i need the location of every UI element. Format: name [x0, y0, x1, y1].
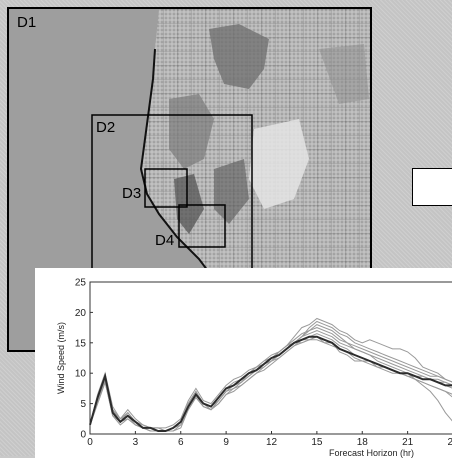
domain-d3-box — [144, 168, 188, 208]
x-tick-label: 0 — [87, 437, 93, 448]
high-plateau — [249, 119, 309, 209]
series-line-6 — [89, 330, 452, 432]
domain-label-d2: D2 — [96, 119, 116, 136]
series-line-2 — [89, 317, 452, 432]
mountain-range — [214, 159, 249, 224]
central-valley — [174, 174, 204, 234]
series-line-5 — [89, 333, 452, 432]
y-tick-label: 20 — [75, 308, 87, 319]
y-tick-label: 5 — [80, 399, 86, 410]
x-tick-label: 12 — [266, 437, 278, 448]
y-tick-label: 0 — [80, 430, 86, 441]
series-line-8 — [89, 320, 452, 432]
x-tick-label: 21 — [402, 437, 414, 448]
series-layer — [89, 317, 452, 432]
mountain-range — [169, 94, 214, 169]
series-line-4 — [89, 327, 452, 429]
y-tick-label: 10 — [75, 369, 87, 380]
wind-speed-plot: 0 3 6 9 12 15 18 21 24 0 5 10 15 20 25 Forecast Horizo… — [56, 278, 452, 458]
series-line-7 — [89, 336, 452, 432]
y-tick-label: 15 — [75, 338, 87, 349]
domain-label-d1: D1 — [17, 14, 37, 31]
y-axis-label: Wind Speed (m/s) — [56, 322, 66, 394]
domain-label-d3: D3 — [122, 185, 142, 202]
x-tick-label: 18 — [357, 437, 369, 448]
x-tick-label: 24 — [447, 437, 452, 448]
series-line-mean — [89, 335, 452, 432]
x-tick-label: 6 — [178, 437, 184, 448]
mountain-range — [209, 24, 269, 89]
plains — [319, 44, 369, 104]
series-line-1 — [89, 336, 452, 432]
y-tick-label: 25 — [75, 278, 87, 289]
x-tick-label: 9 — [223, 437, 229, 448]
x-tick-label: 15 — [311, 437, 323, 448]
series-line-9 — [89, 339, 452, 432]
domain-label-d4: D4 — [155, 232, 175, 249]
tick-layer: 0 3 6 9 12 15 18 21 24 0 5 10 15 20 25 — [75, 278, 452, 449]
inset-frame — [412, 168, 452, 206]
wind-speed-chart: 0 3 6 9 12 15 18 21 24 0 5 10 15 20 25 Forecast Horizo… — [35, 268, 452, 458]
domain-d4-box — [178, 204, 226, 248]
x-tick-label: 3 — [133, 437, 139, 448]
x-axis-label: Forecast Horizon (hr) — [329, 448, 414, 458]
series-line-3 — [89, 324, 452, 432]
